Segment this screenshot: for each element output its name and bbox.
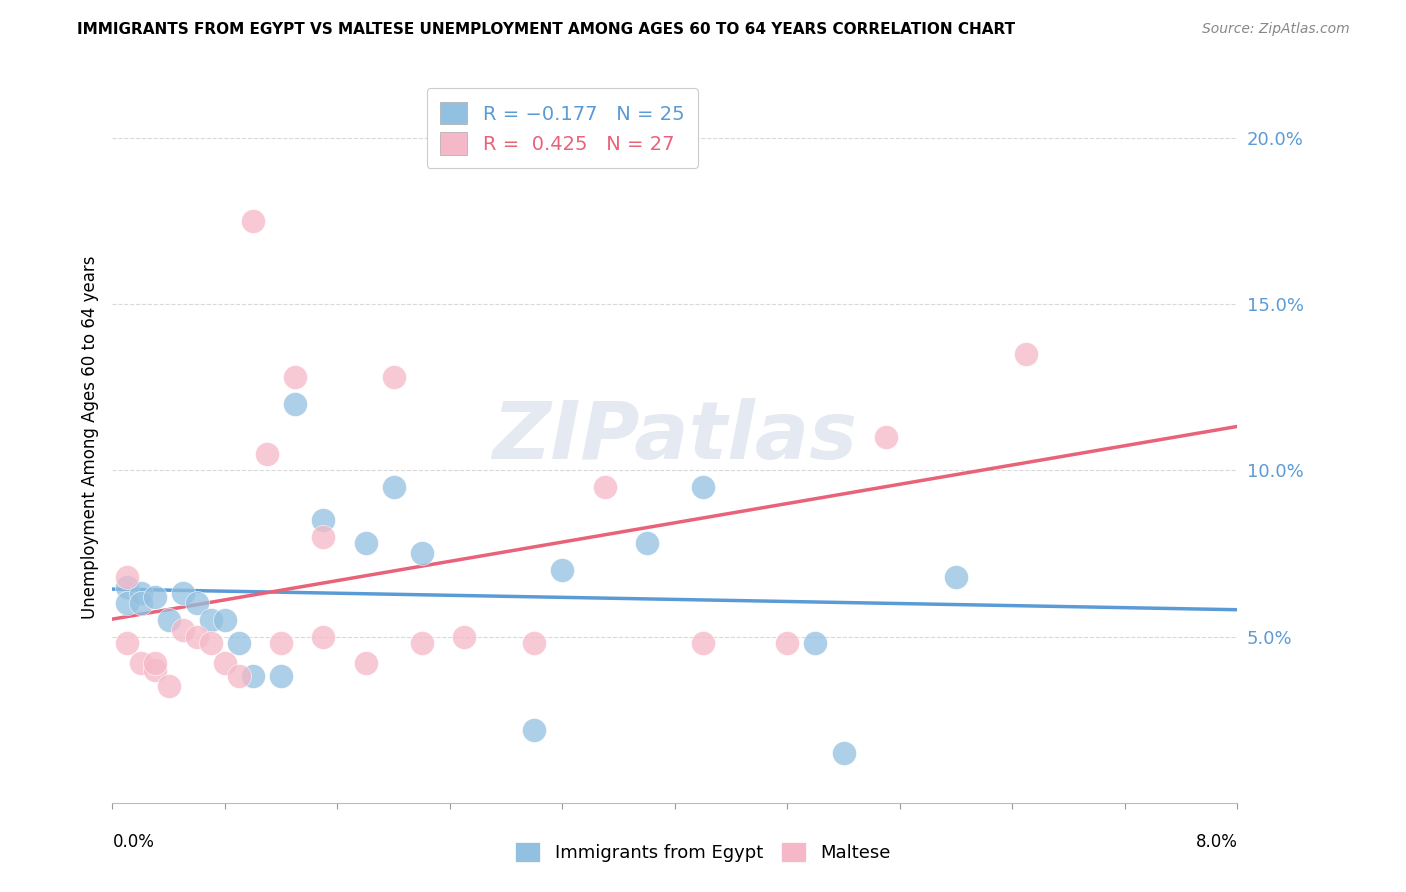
Point <box>636 536 658 550</box>
Point <box>354 536 377 550</box>
Point <box>523 636 546 650</box>
Point <box>832 746 855 760</box>
Point <box>523 723 546 737</box>
Point <box>284 370 307 384</box>
Point <box>312 513 335 527</box>
Point <box>312 630 335 644</box>
Point <box>411 546 433 560</box>
Legend: Immigrants from Egypt, Maltese: Immigrants from Egypt, Maltese <box>508 834 898 870</box>
Point <box>115 580 138 594</box>
Point <box>129 656 152 670</box>
Point <box>143 656 166 670</box>
Point <box>172 623 194 637</box>
Point <box>382 370 405 384</box>
Point <box>214 656 236 670</box>
Point <box>200 613 222 627</box>
Point <box>228 669 250 683</box>
Point <box>143 590 166 604</box>
Point <box>228 636 250 650</box>
Point <box>157 613 180 627</box>
Point <box>270 636 292 650</box>
Point <box>875 430 897 444</box>
Point <box>692 636 714 650</box>
Point <box>115 636 138 650</box>
Point <box>551 563 574 577</box>
Point <box>115 570 138 584</box>
Point <box>143 663 166 677</box>
Text: IMMIGRANTS FROM EGYPT VS MALTESE UNEMPLOYMENT AMONG AGES 60 TO 64 YEARS CORRELAT: IMMIGRANTS FROM EGYPT VS MALTESE UNEMPLO… <box>77 22 1015 37</box>
Point <box>270 669 292 683</box>
Point <box>157 680 180 694</box>
Point <box>312 530 335 544</box>
Point <box>242 669 264 683</box>
Point <box>200 636 222 650</box>
Point <box>214 613 236 627</box>
Point <box>284 397 307 411</box>
Text: 8.0%: 8.0% <box>1195 833 1237 851</box>
Point <box>186 630 208 644</box>
Point <box>129 586 152 600</box>
Text: ZIPatlas: ZIPatlas <box>492 398 858 476</box>
Text: 0.0%: 0.0% <box>112 833 155 851</box>
Point <box>1015 347 1038 361</box>
Y-axis label: Unemployment Among Ages 60 to 64 years: Unemployment Among Ages 60 to 64 years <box>80 255 98 619</box>
Point <box>453 630 475 644</box>
Point <box>129 596 152 610</box>
Point <box>115 596 138 610</box>
Point <box>354 656 377 670</box>
Point <box>776 636 799 650</box>
Point <box>186 596 208 610</box>
Point <box>692 480 714 494</box>
Point <box>411 636 433 650</box>
Point <box>804 636 827 650</box>
Point <box>172 586 194 600</box>
Legend: R = −0.177   N = 25, R =  0.425   N = 27: R = −0.177 N = 25, R = 0.425 N = 27 <box>426 88 699 169</box>
Point <box>945 570 967 584</box>
Point <box>242 214 264 228</box>
Point <box>382 480 405 494</box>
Point <box>256 447 278 461</box>
Text: Source: ZipAtlas.com: Source: ZipAtlas.com <box>1202 22 1350 37</box>
Point <box>593 480 616 494</box>
